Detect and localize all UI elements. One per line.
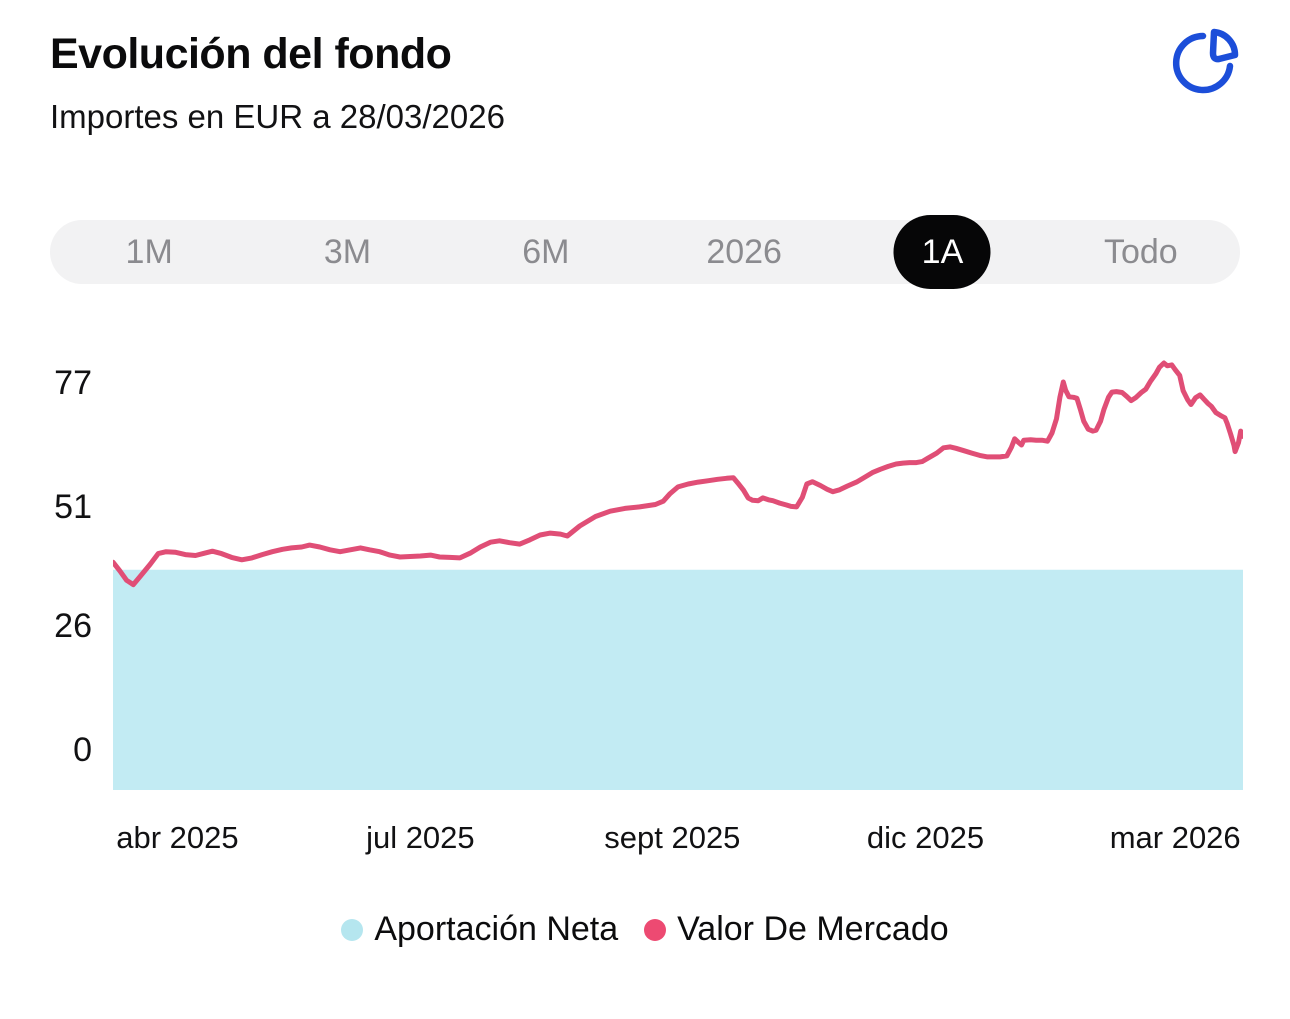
x-axis-label: mar 2026: [1109, 820, 1241, 855]
legend-item-aportación-neta: Aportación Neta: [341, 910, 618, 949]
range-option-2026[interactable]: 2026: [645, 220, 843, 284]
legend-label: Aportación Neta: [374, 910, 619, 948]
chart-legend: Aportación Neta Valor De Mercado: [0, 910, 1290, 949]
y-axis-label: 51: [54, 487, 92, 526]
range-option-6m[interactable]: 6M: [447, 220, 645, 284]
x-axis-label: dic 2025: [866, 820, 985, 855]
y-axis-label: 0: [73, 731, 92, 769]
x-axis-label: jul 2025: [366, 820, 475, 855]
range-option-label: 2026: [706, 232, 782, 271]
legend-label: Valor De Mercado: [677, 910, 949, 948]
legend-item-valor-de-mercado: Valor De Mercado: [644, 910, 949, 949]
range-option-3m[interactable]: 3M: [248, 220, 446, 284]
range-option-selected-pill: 1A: [893, 215, 991, 289]
page-title: Evolución del fondo: [50, 30, 452, 78]
legend-dot-icon: [341, 918, 364, 941]
range-option-1a[interactable]: 1A: [843, 215, 1041, 289]
range-option-label: 6M: [522, 232, 570, 271]
page-subtitle: Importes en EUR a 28/03/2026: [50, 98, 505, 135]
range-option-label: Todo: [1103, 232, 1178, 271]
fund-evolution-chart[interactable]: [113, 340, 1243, 792]
y-axis-label: 77: [54, 364, 92, 402]
time-range-selector: 1M 3M 6M 2026 1A Todo: [50, 215, 1240, 289]
range-option-label: 3M: [323, 232, 372, 271]
market-value-line: [113, 360, 1243, 588]
y-axis-label: 26: [54, 607, 92, 646]
range-option-label: 1M: [125, 232, 173, 271]
legend-dot-icon: [644, 918, 667, 941]
pie-chart-icon[interactable]: [1170, 24, 1240, 100]
x-axis-label: sept 2025: [604, 820, 741, 855]
range-option-todo[interactable]: Todo: [1042, 220, 1240, 284]
range-option-1m[interactable]: 1M: [50, 220, 248, 284]
net-contribution-area: [113, 569, 1243, 790]
x-axis-label: abr 2025: [116, 820, 239, 855]
